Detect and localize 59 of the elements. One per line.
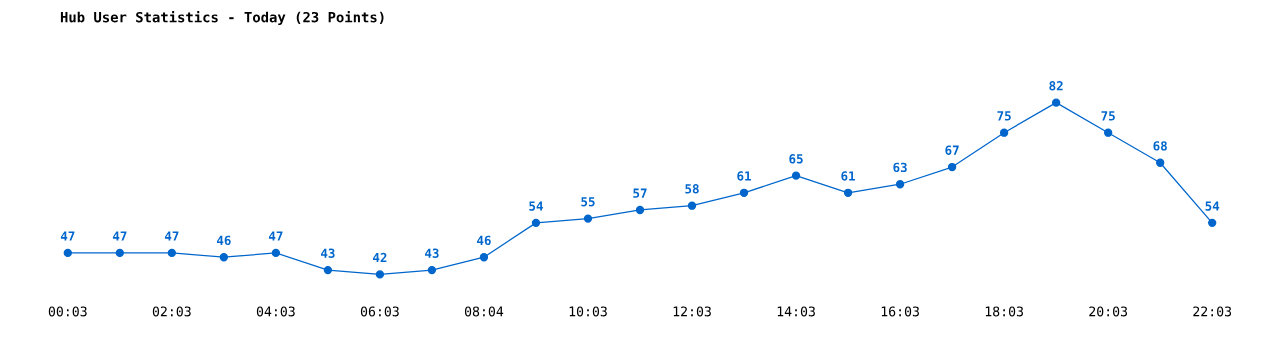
point: [843, 188, 853, 197]
point: [167, 248, 177, 258]
x-tick-label: 22:03: [1193, 306, 1232, 317]
point: [479, 253, 489, 262]
point: [219, 253, 229, 262]
point: [531, 218, 541, 228]
data-label: 43: [425, 248, 439, 258]
data-label: 82: [1049, 81, 1063, 91]
point: [375, 270, 385, 279]
point: [791, 171, 801, 180]
point: [1156, 158, 1165, 167]
data-label: 46: [477, 235, 491, 246]
point: [687, 201, 697, 210]
data-label: 47: [268, 231, 283, 241]
point: [323, 265, 333, 275]
x-tick-label: 00:03: [48, 306, 87, 317]
chart-title: Hub User Statistics - Today (23 Points): [60, 10, 384, 26]
point: [115, 248, 124, 258]
point: [63, 248, 72, 258]
x-tick-label: 02:03: [152, 306, 191, 317]
data-label: 75: [1101, 111, 1115, 121]
data-label: 67: [945, 145, 959, 155]
data-label: 61: [737, 171, 751, 181]
point: [895, 180, 905, 189]
point: [427, 265, 437, 275]
point: [271, 248, 281, 258]
data-label: 65: [789, 154, 803, 164]
data-label: 47: [60, 231, 75, 241]
data-label: 42: [373, 252, 387, 263]
data-label: 68: [1153, 141, 1167, 151]
point: [947, 162, 957, 172]
point: [583, 214, 593, 223]
data-label: 63: [893, 162, 907, 173]
data-label: 55: [581, 197, 595, 207]
x-tick-label: 04:03: [256, 306, 295, 317]
point: [999, 128, 1009, 137]
x-tick-label: 16:03: [881, 306, 919, 317]
data-label: 47: [112, 231, 127, 241]
x-tick-label: 12:03: [673, 306, 711, 317]
data-label: 43: [320, 248, 335, 258]
point: [1103, 128, 1113, 137]
x-tick-label: 08:04: [464, 306, 504, 317]
x-tick-label: 06:03: [360, 306, 399, 317]
point: [1051, 98, 1061, 107]
x-tick-label: 20:03: [1089, 306, 1128, 317]
data-label: 61: [841, 171, 855, 181]
data-label: 47: [164, 231, 179, 241]
x-tick-label: 10:03: [569, 306, 607, 317]
data-label: 54: [1205, 201, 1220, 211]
data-label: 58: [685, 184, 699, 194]
data-label: 57: [633, 188, 647, 198]
point: [635, 205, 645, 215]
data-label: 75: [997, 111, 1011, 121]
x-tick-label: 18:03: [985, 306, 1023, 317]
point: [739, 188, 749, 197]
data-label: 54: [529, 201, 543, 211]
x-tick-label: 14:03: [777, 306, 815, 317]
point: [1208, 218, 1217, 228]
data-label: 46: [216, 235, 231, 246]
